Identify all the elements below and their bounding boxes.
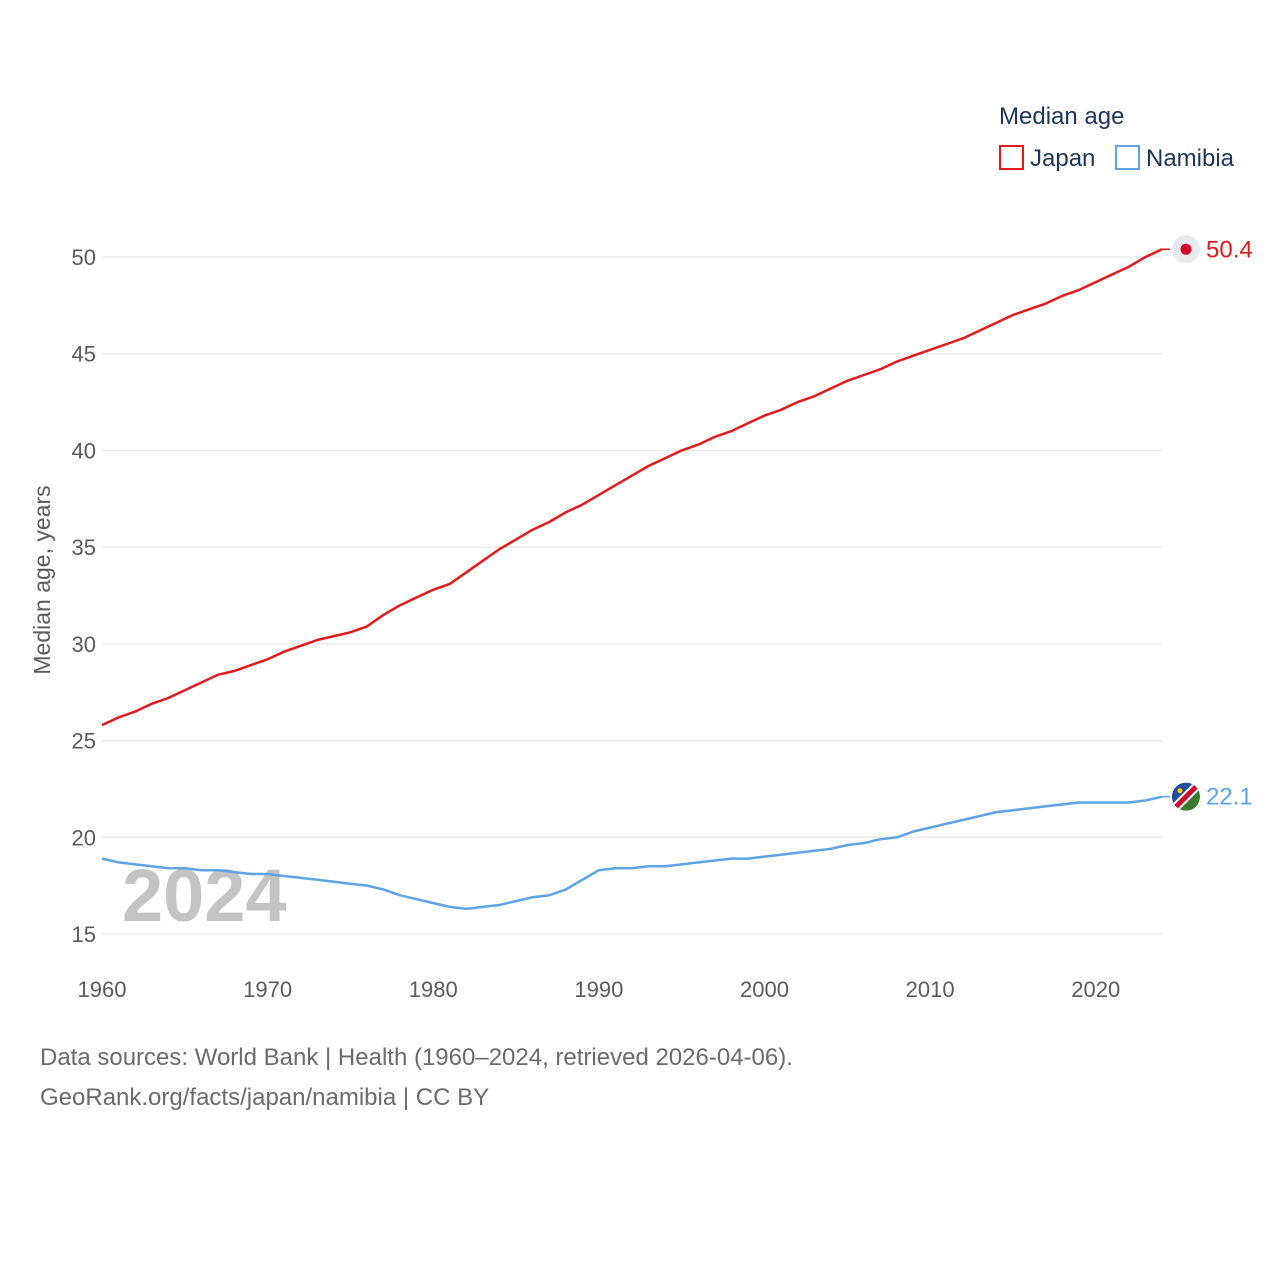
- legend-label-japan[interactable]: Japan: [1030, 145, 1095, 172]
- x-tick-label-1990: 1990: [574, 977, 623, 1002]
- x-tick-label-1970: 1970: [243, 977, 292, 1002]
- y-tick-label-20: 20: [72, 825, 96, 850]
- legend-title: Median age: [999, 103, 1124, 130]
- end-value-label-japan: 50.4: [1206, 236, 1253, 263]
- y-tick-label-30: 30: [72, 632, 96, 657]
- y-tick-label-35: 35: [72, 535, 96, 560]
- legend: Median age Japan Namibia: [999, 103, 1235, 172]
- gridlines: [102, 256, 1162, 935]
- x-tick-label-2010: 2010: [906, 977, 955, 1002]
- series-lines: [101, 248, 1163, 911]
- y-tick-label-50: 50: [72, 245, 96, 270]
- legend-swatch-japan[interactable]: [999, 145, 1024, 170]
- japan-flag-icon: [1172, 235, 1200, 264]
- y-tick-label-40: 40: [72, 438, 96, 463]
- footer-sources: Data sources: World Bank | Health (1960–…: [40, 1044, 793, 1071]
- year-watermark: 2024: [122, 854, 287, 937]
- y-tick-label-25: 25: [72, 729, 96, 754]
- series-line-japan: [101, 248, 1163, 727]
- y-axis-ticks: 15 20 25 30 35 40 45 50: [72, 245, 96, 947]
- x-tick-label-1960: 1960: [78, 977, 127, 1002]
- x-tick-label-1980: 1980: [409, 977, 458, 1002]
- namibia-flag-icon: [1172, 782, 1200, 811]
- chart: Median age Japan Namibia Median age, yea…: [29, 103, 1253, 1002]
- x-axis-ticks: 1960 1970 1980 1990 2000 2010 2020: [78, 977, 1121, 1002]
- end-value-label-namibia: 22.1: [1206, 784, 1253, 811]
- y-tick-label-15: 15: [72, 922, 96, 947]
- legend-swatch-namibia[interactable]: [1115, 145, 1140, 170]
- legend-label-namibia[interactable]: Namibia: [1146, 145, 1235, 172]
- footer-attribution[interactable]: GeoRank.org/facts/japan/namibia | CC BY: [40, 1084, 490, 1111]
- series-line-namibia: [101, 795, 1163, 911]
- y-tick-label-45: 45: [72, 342, 96, 367]
- x-tick-label-2000: 2000: [740, 977, 789, 1002]
- y-axis-title: Median age, years: [29, 485, 55, 674]
- x-tick-label-2020: 2020: [1071, 977, 1120, 1002]
- series-end-markers: 50.4 22.1: [1162, 236, 1253, 811]
